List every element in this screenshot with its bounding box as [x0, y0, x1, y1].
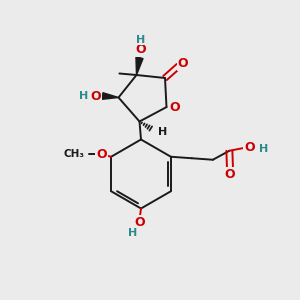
Polygon shape	[102, 93, 119, 99]
Text: O: O	[135, 43, 146, 56]
Text: H: H	[136, 35, 145, 45]
Text: O: O	[225, 168, 235, 181]
Text: CH₃: CH₃	[64, 149, 85, 159]
Text: H: H	[158, 127, 167, 137]
Text: O: O	[178, 56, 188, 70]
Text: O: O	[169, 100, 180, 114]
Text: H: H	[80, 91, 88, 101]
Text: O: O	[134, 216, 145, 230]
Text: H: H	[260, 144, 268, 154]
Text: O: O	[90, 89, 101, 103]
Text: O: O	[96, 148, 106, 161]
Polygon shape	[136, 57, 143, 75]
Text: H: H	[128, 227, 137, 238]
Text: O: O	[244, 141, 255, 154]
